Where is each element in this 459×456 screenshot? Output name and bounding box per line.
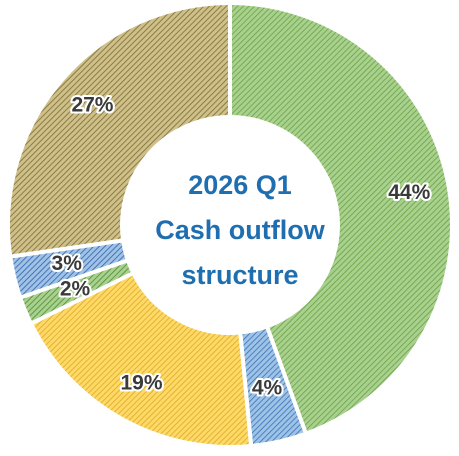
data-label: 4% (252, 376, 283, 399)
data-label: 2% (60, 277, 91, 300)
data-label: 19% (120, 372, 162, 395)
data-label: 27% (71, 93, 113, 116)
donut-segment (228, 0, 454, 437)
donut-segment (6, 0, 232, 259)
data-label: 3% (52, 252, 83, 275)
chart-title: Cash outflow (155, 215, 325, 245)
data-label: 44% (388, 181, 430, 204)
chart-title: 2026 Q1 (188, 170, 292, 200)
chart-title: structure (181, 260, 298, 290)
donut-segment (28, 270, 254, 449)
